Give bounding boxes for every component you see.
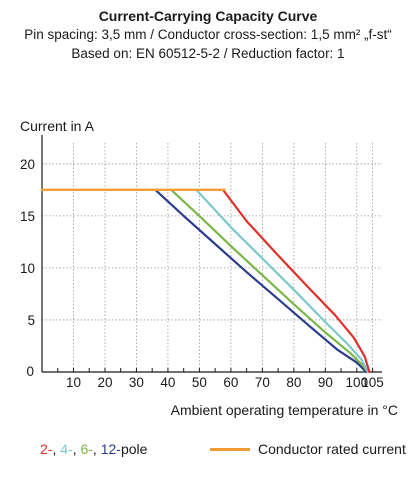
y-tick-label: 15 [20, 209, 35, 224]
series-line-2-pole [221, 188, 371, 374]
legend-pole-text: , [52, 441, 61, 457]
x-tick-label: 40 [160, 375, 175, 390]
y-tick-label: 20 [20, 157, 35, 172]
legend-pole-text: 6- [80, 441, 93, 457]
y-tick-label: 10 [20, 261, 35, 276]
x-tick-label: 50 [192, 375, 207, 390]
chart-title: Current-Carrying Capacity Curve [98, 8, 318, 24]
x-tick-label: 100 [346, 375, 369, 390]
chart-subtitle-2: Based on: EN 60512-5-2 / Reduction facto… [71, 46, 345, 61]
y-tick-label: 5 [27, 313, 35, 328]
legend-pole-text: , [92, 441, 101, 457]
legend-rated-label: Conductor rated current [258, 441, 406, 457]
series-line-12-pole [154, 188, 368, 374]
series-line-6-pole [170, 188, 369, 374]
legend-rated-swatch [210, 447, 250, 451]
legend-pole-text: 4- [60, 441, 73, 457]
chart-subtitle-1: Pin spacing: 3,5 mm / Conductor cross-se… [24, 27, 392, 42]
x-tick-label: 10 [66, 375, 81, 390]
legend-pole-text: , [72, 441, 81, 457]
y-tick-label: 0 [26, 364, 34, 379]
legend-poles: 2-, 4-, 6-, 12-pole [40, 441, 147, 457]
x-tick-label: 105 [361, 375, 384, 390]
x-tick-label: 90 [318, 375, 333, 390]
legend-pole-text: 12- [100, 441, 121, 457]
x-tick-label: 80 [286, 375, 301, 390]
series-line-4-pole [195, 188, 369, 374]
legend-rated-current: Conductor rated current [210, 441, 406, 457]
legend-pole-text: pole [120, 441, 148, 457]
x-axis-label: Ambient operating temperature in °C [170, 402, 398, 418]
legend-pole-text: 2- [40, 441, 53, 457]
y-axis-label: Current in A [20, 118, 94, 134]
x-tick-label: 60 [223, 375, 238, 390]
x-tick-label: 70 [255, 375, 270, 390]
x-tick-label: 20 [97, 375, 112, 390]
x-tick-label: 30 [129, 375, 144, 390]
